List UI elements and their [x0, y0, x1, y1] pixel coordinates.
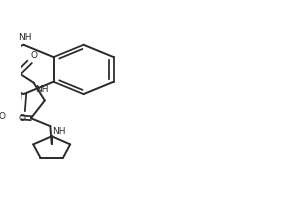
Text: NH: NH: [18, 33, 32, 42]
Text: O: O: [19, 114, 26, 123]
Text: O: O: [0, 112, 6, 121]
Text: O: O: [31, 51, 38, 60]
Text: NH: NH: [35, 85, 49, 94]
Text: NH: NH: [52, 127, 65, 136]
